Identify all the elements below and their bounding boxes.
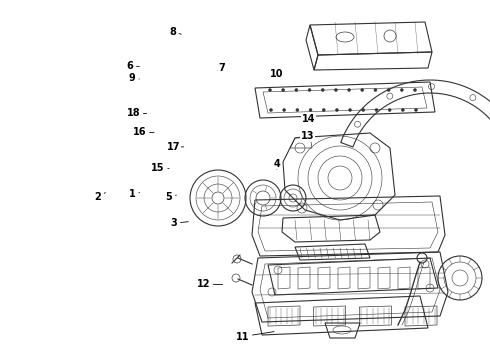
Text: 17: 17 [167, 142, 184, 152]
Text: 18: 18 [126, 108, 147, 118]
Circle shape [388, 108, 391, 112]
Circle shape [375, 108, 378, 112]
Text: 8: 8 [169, 27, 181, 37]
Circle shape [308, 89, 311, 91]
Circle shape [322, 108, 325, 112]
Text: 3: 3 [171, 218, 188, 228]
Circle shape [361, 89, 364, 91]
Circle shape [400, 89, 403, 91]
Circle shape [362, 108, 365, 112]
Text: 16: 16 [133, 127, 154, 138]
Circle shape [374, 89, 377, 91]
Circle shape [334, 89, 338, 91]
Text: 2: 2 [95, 192, 105, 202]
Text: 4: 4 [273, 159, 280, 169]
Circle shape [321, 89, 324, 91]
Circle shape [348, 108, 352, 112]
Circle shape [269, 89, 271, 91]
Circle shape [336, 108, 339, 112]
Text: 10: 10 [270, 69, 283, 79]
Circle shape [282, 89, 285, 91]
Circle shape [387, 89, 390, 91]
Circle shape [401, 108, 404, 112]
Circle shape [309, 108, 312, 112]
Text: 12: 12 [196, 279, 222, 289]
Text: 5: 5 [166, 192, 176, 202]
Text: 7: 7 [218, 63, 225, 73]
Circle shape [415, 108, 417, 112]
Text: 9: 9 [129, 73, 139, 84]
Text: 15: 15 [151, 163, 169, 173]
Circle shape [270, 108, 272, 112]
Circle shape [414, 89, 416, 91]
Text: 6: 6 [126, 61, 139, 71]
Circle shape [283, 108, 286, 112]
Circle shape [296, 108, 299, 112]
Text: 1: 1 [129, 189, 140, 199]
Text: 14: 14 [302, 114, 316, 124]
Circle shape [347, 89, 350, 91]
Text: 11: 11 [236, 332, 274, 342]
Circle shape [295, 89, 298, 91]
Text: 13: 13 [301, 131, 315, 141]
